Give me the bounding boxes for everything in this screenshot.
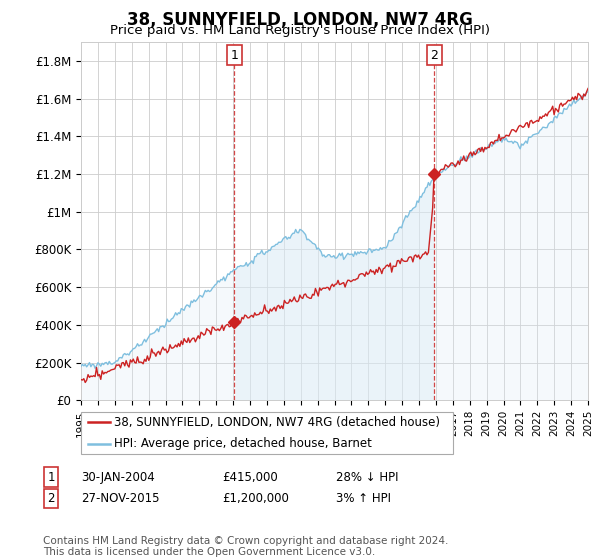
Text: £1,200,000: £1,200,000 xyxy=(222,492,289,505)
Text: 1: 1 xyxy=(230,49,238,62)
Text: 2: 2 xyxy=(430,49,438,62)
Text: 3% ↑ HPI: 3% ↑ HPI xyxy=(336,492,391,505)
Text: Contains HM Land Registry data © Crown copyright and database right 2024.
This d: Contains HM Land Registry data © Crown c… xyxy=(43,535,449,557)
Text: 2: 2 xyxy=(47,492,55,505)
Text: 27-NOV-2015: 27-NOV-2015 xyxy=(81,492,160,505)
Text: HPI: Average price, detached house, Barnet: HPI: Average price, detached house, Barn… xyxy=(114,437,372,450)
Text: £415,000: £415,000 xyxy=(222,470,278,484)
Text: 28% ↓ HPI: 28% ↓ HPI xyxy=(336,470,398,484)
Text: 30-JAN-2004: 30-JAN-2004 xyxy=(81,470,155,484)
Text: Price paid vs. HM Land Registry's House Price Index (HPI): Price paid vs. HM Land Registry's House … xyxy=(110,24,490,36)
Text: 38, SUNNYFIELD, LONDON, NW7 4RG: 38, SUNNYFIELD, LONDON, NW7 4RG xyxy=(127,11,473,29)
Text: 38, SUNNYFIELD, LONDON, NW7 4RG (detached house): 38, SUNNYFIELD, LONDON, NW7 4RG (detache… xyxy=(114,416,440,429)
Text: 1: 1 xyxy=(47,470,55,484)
